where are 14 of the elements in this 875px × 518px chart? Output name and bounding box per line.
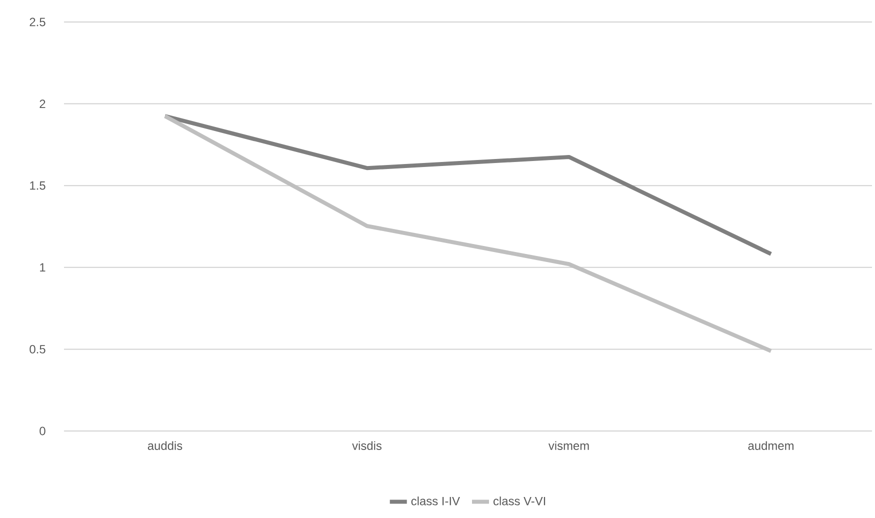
line-series: [163, 114, 774, 256]
y-tick-label: 2: [40, 100, 46, 108]
x-tick-label: visdis: [352, 441, 382, 450]
line-series: [163, 114, 774, 353]
x-tick-label: vismem: [548, 441, 589, 450]
y-tick-label: 1.5: [30, 181, 46, 190]
y-tick-label: 2.5: [30, 18, 46, 26]
legend-label: class V-VI: [494, 496, 546, 506]
x-tick-label: audmem: [748, 441, 794, 450]
x-tick-label: auddis: [148, 441, 182, 450]
legend-label: class I-IV: [411, 496, 460, 506]
y-tick-label: 0: [40, 426, 46, 436]
y-tick-label: 1: [40, 263, 46, 272]
y-tick-label: 0.5: [30, 344, 46, 354]
